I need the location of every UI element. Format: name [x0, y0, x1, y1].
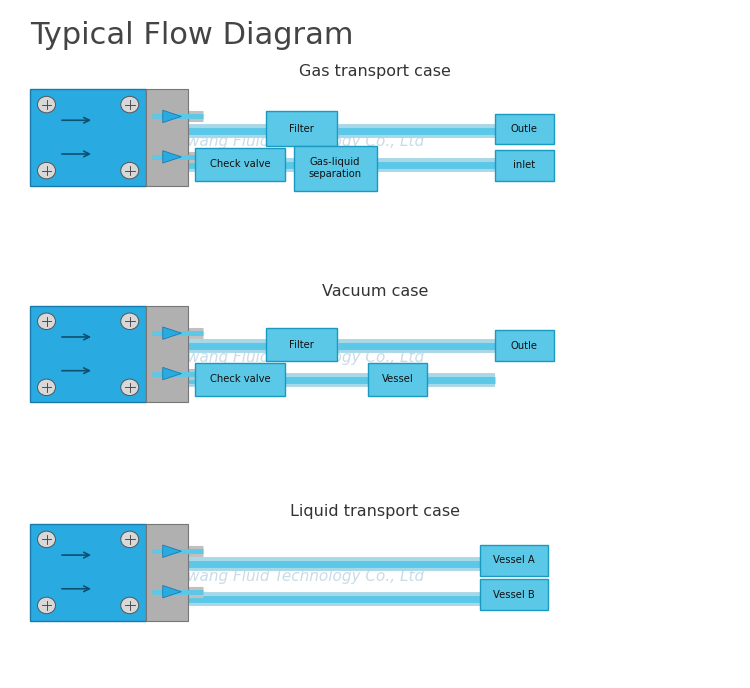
FancyBboxPatch shape — [480, 545, 548, 576]
Circle shape — [38, 379, 56, 396]
FancyBboxPatch shape — [368, 363, 428, 396]
FancyBboxPatch shape — [146, 89, 188, 186]
Polygon shape — [163, 545, 182, 557]
Circle shape — [121, 96, 139, 113]
Polygon shape — [163, 327, 182, 339]
FancyBboxPatch shape — [266, 111, 338, 146]
FancyBboxPatch shape — [495, 150, 554, 181]
FancyBboxPatch shape — [30, 306, 146, 402]
FancyBboxPatch shape — [30, 89, 146, 186]
Circle shape — [38, 162, 56, 179]
Circle shape — [38, 313, 56, 330]
FancyBboxPatch shape — [146, 524, 188, 621]
Polygon shape — [163, 367, 182, 380]
FancyBboxPatch shape — [495, 330, 554, 361]
Text: Vacuum case: Vacuum case — [322, 284, 428, 299]
Text: Changzhou Yuanwang Fluid Technology Co., Ltd: Changzhou Yuanwang Fluid Technology Co.,… — [60, 350, 424, 365]
Text: Check valve: Check valve — [210, 160, 270, 169]
Text: Changzhou Yuanwang Fluid Technology Co., Ltd: Changzhou Yuanwang Fluid Technology Co.,… — [60, 569, 424, 584]
FancyBboxPatch shape — [195, 148, 285, 181]
Circle shape — [121, 597, 139, 614]
Circle shape — [38, 597, 56, 614]
Text: Outle: Outle — [511, 341, 538, 351]
Text: Liquid transport case: Liquid transport case — [290, 504, 460, 519]
Text: Vessel: Vessel — [382, 374, 413, 384]
Text: Filter: Filter — [290, 124, 314, 133]
Text: Typical Flow Diagram: Typical Flow Diagram — [30, 21, 353, 50]
FancyBboxPatch shape — [266, 328, 338, 361]
FancyBboxPatch shape — [294, 146, 376, 191]
Text: inlet: inlet — [513, 160, 535, 171]
Text: Check valve: Check valve — [210, 374, 270, 384]
Text: Gas-liquid
separation: Gas-liquid separation — [309, 158, 362, 179]
Circle shape — [38, 531, 56, 548]
Polygon shape — [163, 585, 182, 598]
FancyBboxPatch shape — [195, 363, 285, 396]
Text: Vessel A: Vessel A — [493, 555, 535, 566]
Text: Gas transport case: Gas transport case — [299, 64, 451, 79]
Circle shape — [121, 531, 139, 548]
Circle shape — [38, 96, 56, 113]
Polygon shape — [163, 110, 182, 122]
Text: Outle: Outle — [511, 124, 538, 134]
FancyBboxPatch shape — [480, 579, 548, 610]
Text: Vessel B: Vessel B — [493, 590, 535, 600]
FancyBboxPatch shape — [146, 306, 188, 402]
FancyBboxPatch shape — [30, 524, 146, 621]
Polygon shape — [163, 151, 182, 163]
Circle shape — [121, 379, 139, 396]
Circle shape — [121, 313, 139, 330]
Text: Changzhou Yuanwang Fluid Technology Co., Ltd: Changzhou Yuanwang Fluid Technology Co.,… — [60, 133, 424, 149]
Text: Filter: Filter — [290, 340, 314, 350]
FancyBboxPatch shape — [495, 114, 554, 144]
Circle shape — [121, 162, 139, 179]
